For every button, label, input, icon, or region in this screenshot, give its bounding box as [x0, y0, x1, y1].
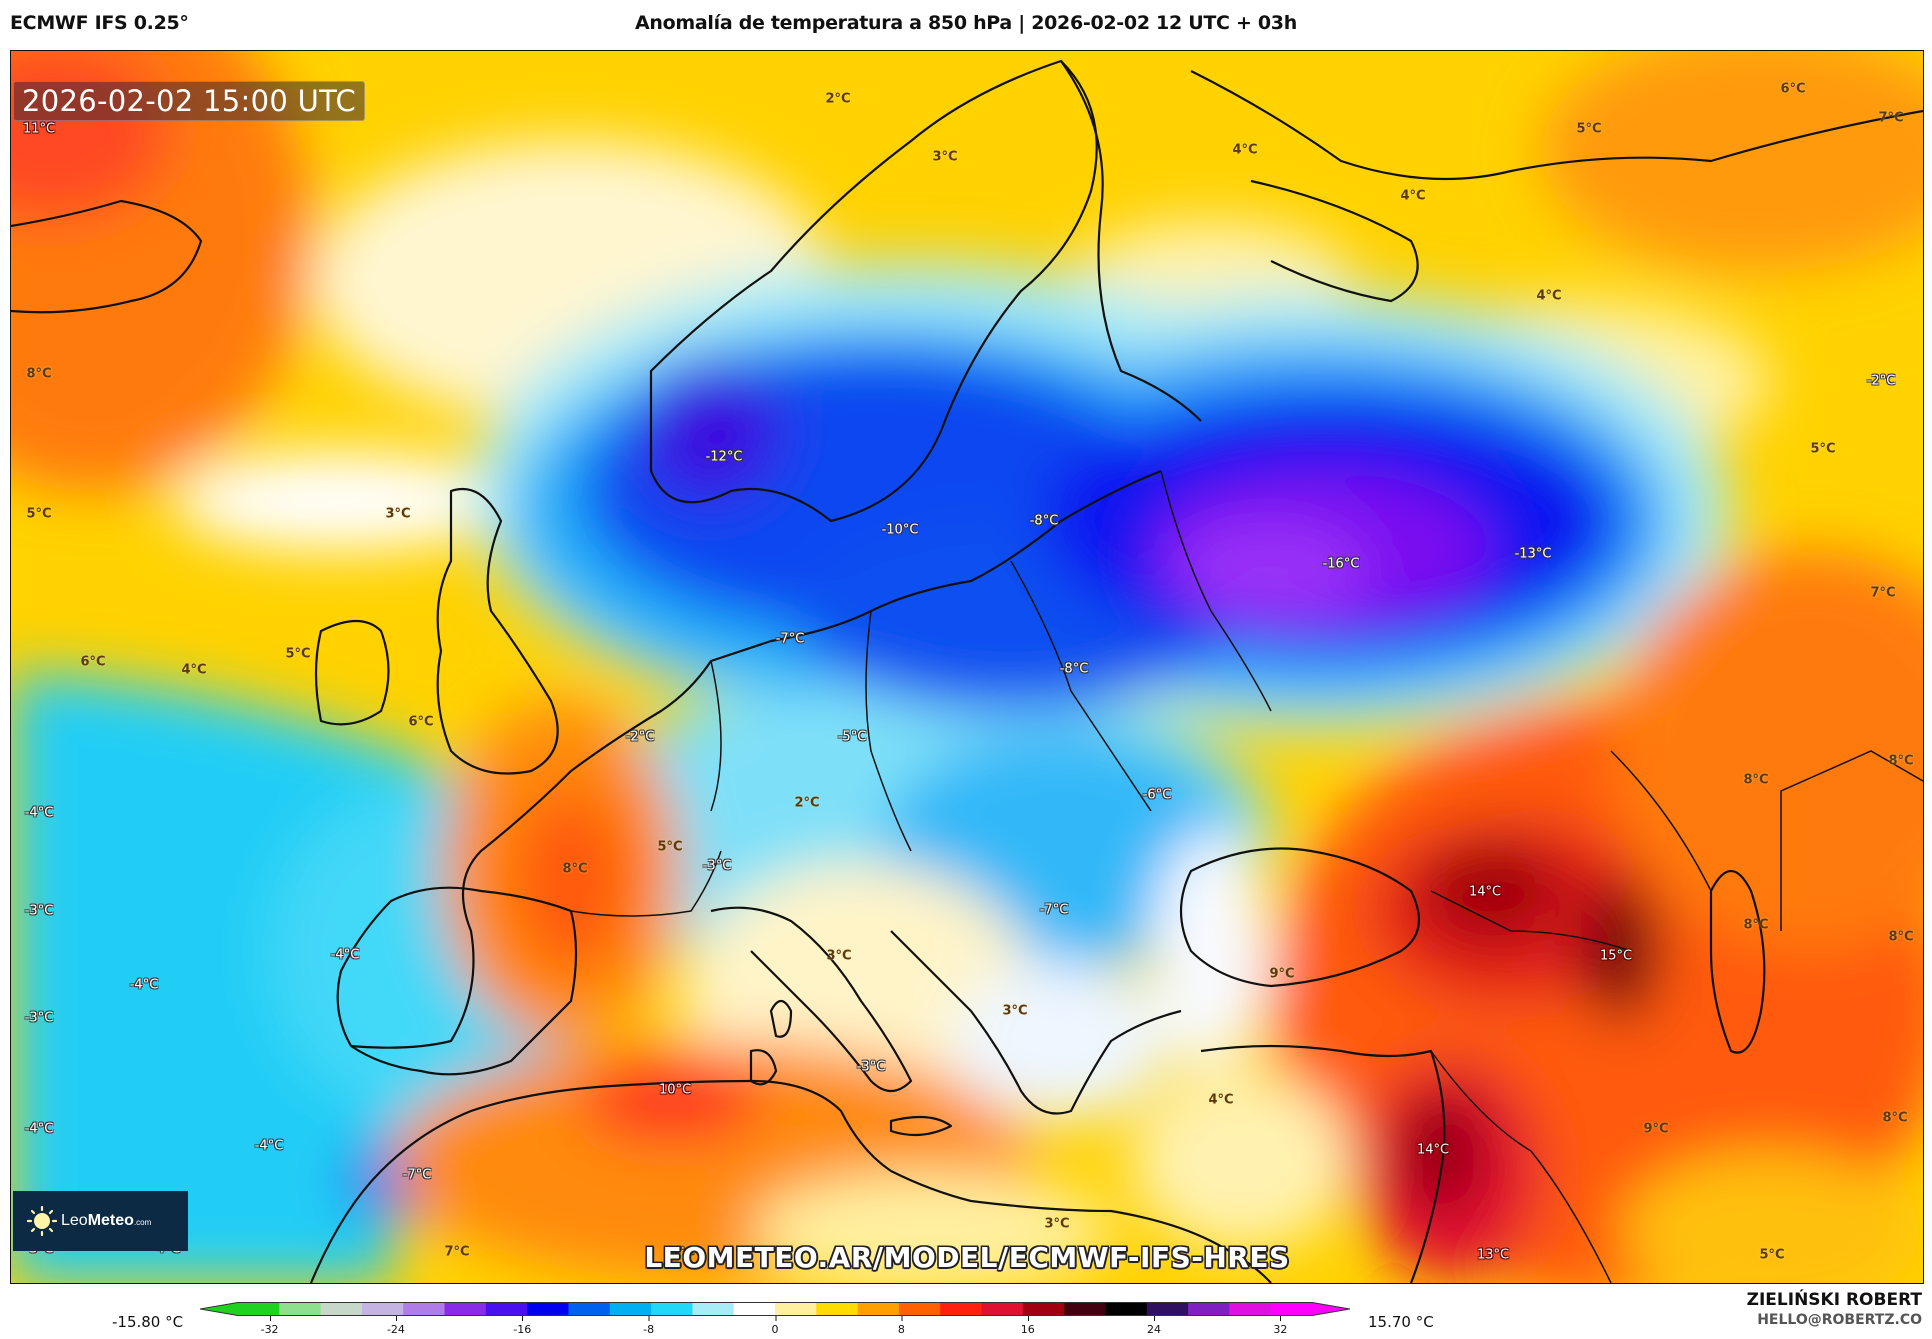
temperature-label: -13°C — [1514, 546, 1552, 562]
temperature-label: 3°C — [826, 948, 852, 964]
temperature-label: -10°C — [881, 522, 919, 538]
temperature-label: 2°C — [825, 91, 851, 107]
temperature-label: -2°C — [625, 729, 655, 745]
temperature-label: 4°C — [1536, 288, 1562, 304]
temperature-label: 5°C — [1759, 1247, 1785, 1263]
colorbar-tick: -8 — [643, 1316, 654, 1336]
temperature-label: -4°C — [24, 805, 54, 821]
temperature-label: 3°C — [1044, 1216, 1070, 1232]
sun-icon — [26, 1205, 58, 1237]
temperature-label: 8°C — [1888, 753, 1914, 769]
temperature-label: 6°C — [1780, 81, 1806, 97]
temperature-label: 8°C — [1743, 772, 1769, 788]
temperature-label: 9°C — [1269, 966, 1295, 982]
chart-title: Anomalía de temperatura a 850 hPa | 2026… — [635, 12, 1297, 34]
temperature-label: 11°C — [22, 121, 56, 137]
author-email: HELLO@ROBERTZ.CO — [1757, 1312, 1922, 1328]
temperature-label: 5°C — [670, 1244, 696, 1260]
temperature-label: -8°C — [1059, 661, 1089, 677]
temperature-label: -2°C — [1866, 373, 1896, 389]
temperature-label: 15°C — [1599, 948, 1633, 964]
temperature-label: 4°C — [181, 662, 207, 678]
temperature-label: 4°C — [1232, 142, 1258, 158]
temperature-label: 3°C — [385, 506, 411, 522]
anomaly-field — [11, 51, 1923, 1283]
temperature-label: -3°C — [702, 858, 732, 874]
colorbar-tick: -32 — [261, 1316, 279, 1336]
temperature-label: 8°C — [1888, 929, 1914, 945]
temperature-label: 7°C — [444, 1244, 470, 1260]
temperature-label: 6°C — [80, 654, 106, 670]
valid-time-badge: 2026-02-02 15:00 UTC — [13, 81, 366, 121]
temperature-label: 6°C — [408, 714, 434, 730]
temperature-label: 14°C — [1468, 884, 1502, 900]
temperature-label: 13°C — [1476, 1247, 1510, 1263]
colorbar-min-label: -15.80 °C — [112, 1313, 184, 1331]
temperature-label: -7°C — [775, 631, 805, 647]
temperature-label: 9°C — [1643, 1121, 1669, 1137]
temperature-label: 3°C — [1002, 1003, 1028, 1019]
temperature-label: 2°C — [794, 795, 820, 811]
author-credit: ZIELIŃSKI ROBERT HELLO@ROBERTZ.CO — [1747, 1290, 1922, 1328]
temperature-label: -6°C — [1142, 787, 1172, 803]
colorbar-tick: 24 — [1147, 1316, 1161, 1336]
source-url-watermark: LEOMETEO.AR/MODEL/ECMWF-IFS-HRES — [644, 1241, 1290, 1274]
temperature-label: 4°C — [1400, 188, 1426, 204]
colorbar-tick: 16 — [1021, 1316, 1035, 1336]
country-borders — [570, 470, 1923, 1283]
temperature-label: -7°C — [402, 1167, 432, 1183]
temperature-label: 8°C — [26, 366, 52, 382]
temperature-label: -12°C — [705, 449, 743, 465]
colorbar-tick: -16 — [513, 1316, 531, 1336]
colorbar — [199, 1301, 1351, 1316]
temperature-label: 5°C — [285, 646, 311, 662]
temperature-label: 5°C — [26, 506, 52, 522]
temperature-label: 5°C — [1576, 121, 1602, 137]
temperature-label: 5°C — [657, 839, 683, 855]
leometeo-logo: LeoMeteo.com — [13, 1191, 188, 1251]
temperature-label: -5°C — [837, 729, 867, 745]
temperature-label: 8°C — [562, 861, 588, 877]
temperature-label: -4°C — [24, 1121, 54, 1137]
colorbar-tick: 8 — [898, 1316, 905, 1336]
temperature-label: -4°C — [254, 1138, 284, 1154]
temperature-label: -4°C — [129, 977, 159, 993]
temperature-label: -3°C — [24, 1010, 54, 1026]
temperature-label: 10°C — [658, 1082, 692, 1098]
temperature-label: 4°C — [1208, 1092, 1234, 1108]
colorbar-tick: 32 — [1273, 1316, 1287, 1336]
temperature-label: 7°C — [1870, 585, 1896, 601]
temperature-label: 7°C — [1878, 110, 1904, 126]
colorbar-max-label: 15.70 °C — [1368, 1313, 1434, 1331]
temperature-label: 8°C — [1743, 917, 1769, 933]
temperature-label: 5°C — [1810, 441, 1836, 457]
colorbar-ticks: -32 -24 -16 -8 0 8 16 24 32 — [200, 1316, 1350, 1338]
colorbar-tick: -24 — [387, 1316, 405, 1336]
logo-text: LeoMeteo.com — [61, 1212, 152, 1229]
temperature-label: -3°C — [856, 1059, 886, 1075]
temperature-label: 3°C — [932, 149, 958, 165]
temperature-label: 8°C — [1882, 1110, 1908, 1126]
model-name: ECMWF IFS 0.25° — [10, 12, 189, 34]
temperature-label: -3°C — [24, 903, 54, 919]
temperature-anomaly-map: 2026-02-02 15:00 UTC 11°C 2°C 3°C 4°C 4°C 4°C… — [10, 50, 1924, 1284]
temperature-label: -4°C — [330, 947, 360, 963]
author-name: ZIELIŃSKI ROBERT — [1746, 1290, 1922, 1310]
temperature-label: 14°C — [1416, 1142, 1450, 1158]
colorbar-tick: 0 — [772, 1316, 779, 1336]
temperature-label: -8°C — [1029, 513, 1059, 529]
temperature-label: -16°C — [1322, 556, 1360, 572]
temperature-label: -7°C — [1039, 902, 1069, 918]
